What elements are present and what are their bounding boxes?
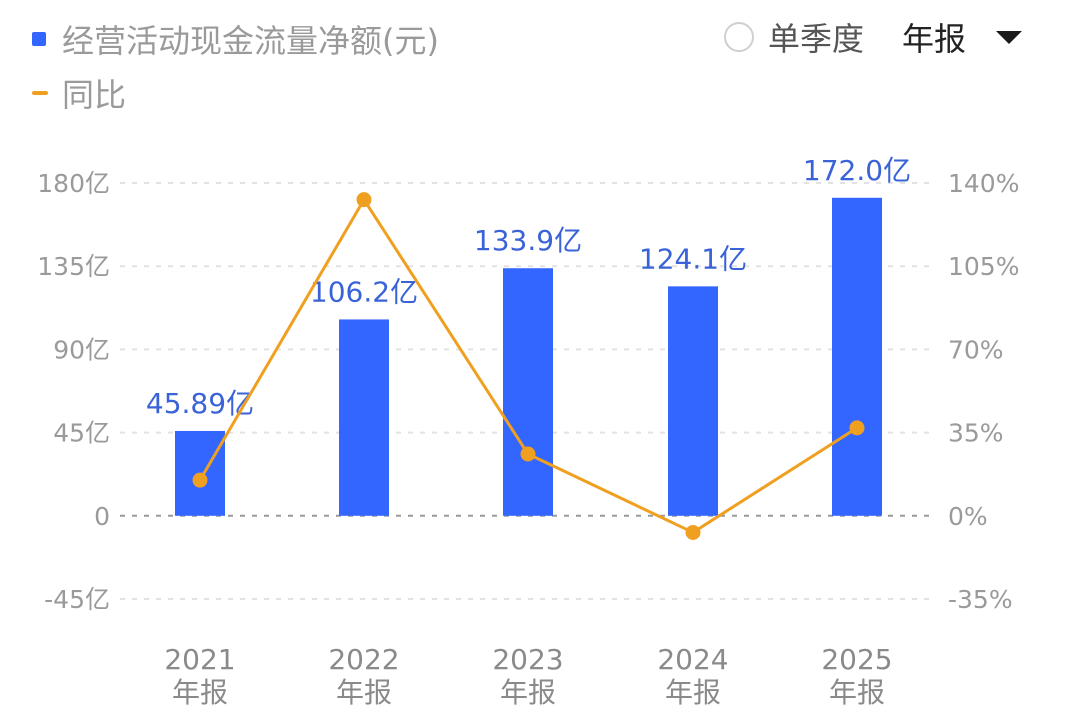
y-right-tick-label: 0% — [948, 502, 988, 531]
y-right-tick-label: 70% — [948, 335, 1004, 364]
legend-item-bar: 经营活动现金流量净额(元) — [32, 16, 439, 62]
chart-controls: 单季度 年报 — [723, 14, 1022, 60]
y-right-tick-label: -35% — [948, 585, 1013, 614]
y-right-tick-label: 105% — [948, 252, 1019, 281]
single-quarter-label[interactable]: 单季度 — [767, 20, 864, 58]
bar — [832, 197, 882, 516]
line-legend-swatch — [32, 91, 48, 95]
y-left-tick-label: 90亿 — [53, 335, 110, 364]
bar-legend-label: 经营活动现金流量净额(元) — [62, 22, 439, 60]
y-right-tick-label: 35% — [948, 419, 1004, 448]
x-tick-label: 2023 年报 — [492, 643, 563, 709]
bar — [668, 286, 718, 516]
bar-data-label: 45.89亿 — [146, 387, 254, 420]
bar-data-label: 106.2亿 — [310, 275, 418, 308]
yoy-point — [520, 446, 536, 462]
single-quarter-radio[interactable] — [723, 22, 754, 52]
bar-data-label: 172.0亿 — [803, 154, 911, 187]
bar-legend-swatch — [32, 32, 46, 46]
bar — [503, 268, 553, 516]
yoy-point — [356, 192, 372, 208]
y-left-tick-label: 45亿 — [53, 419, 110, 448]
y-left-tick-label: 180亿 — [37, 169, 110, 198]
caret-down-icon — [996, 30, 1022, 44]
x-tick-label: 2025 年报 — [821, 643, 892, 709]
bar-data-label: 133.9亿 — [474, 224, 582, 257]
y-left-tick-label: 135亿 — [37, 252, 110, 281]
x-tick-label: 2024 年报 — [657, 643, 728, 709]
line-legend-label: 同比 — [62, 76, 127, 114]
y-left-tick-label: -45亿 — [44, 585, 110, 614]
bar-data-label: 124.1亿 — [639, 242, 747, 275]
period-select[interactable]: 年报 — [902, 14, 1022, 60]
bar — [339, 319, 389, 516]
y-left-tick-label: 0 — [94, 502, 110, 531]
legend-item-line: 同比 — [32, 70, 126, 116]
yoy-point — [849, 420, 865, 436]
x-tick-label: 2022 年报 — [328, 643, 399, 709]
yoy-point — [685, 524, 701, 540]
x-tick-label: 2021 年报 — [164, 643, 235, 709]
period-select-value: 年报 — [901, 20, 966, 58]
y-right-tick-label: 140% — [948, 169, 1019, 198]
yoy-point — [192, 472, 208, 488]
